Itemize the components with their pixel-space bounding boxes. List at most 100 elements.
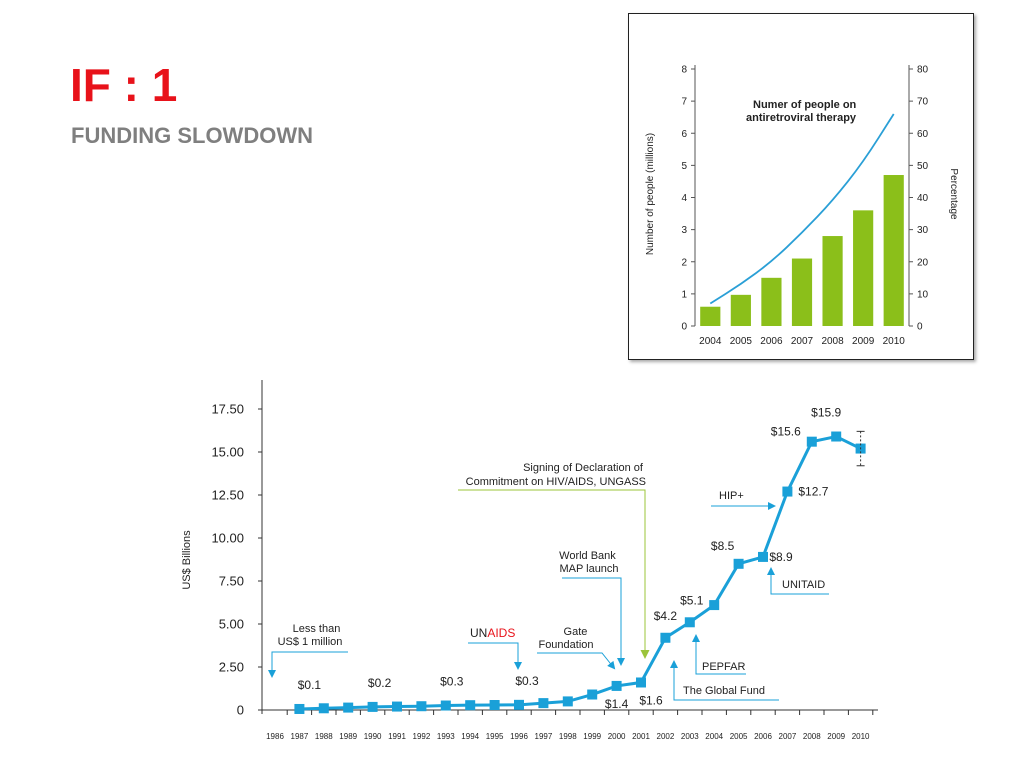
main-x-tick-label: 1992	[413, 732, 431, 741]
inset-bar	[822, 236, 843, 326]
annotation-arrow	[562, 577, 625, 666]
annotation-arrow	[268, 651, 348, 678]
annotation-less-than-line-1: Less than	[293, 623, 341, 635]
main-x-tick-label: 1986	[266, 732, 284, 741]
annotation-arrow	[468, 642, 522, 670]
inset-x-tick-label: 2010	[883, 336, 906, 347]
main-axes: 0 2.50 5.00 7.50 10.00 12.50 15.00 17.50 1986 198…	[211, 380, 878, 741]
main-y-tick-label: 7.50	[219, 574, 244, 589]
main-data-point	[538, 698, 549, 709]
main-data-point	[806, 436, 817, 447]
inset-line-legend-line-2: antiretroviral therapy	[746, 112, 857, 124]
main-data-point	[489, 700, 500, 711]
annotation-arrow	[692, 634, 746, 675]
main-data-point	[416, 701, 427, 712]
annotation-arrow	[670, 660, 779, 701]
inset-right-tick-label: 20	[917, 257, 929, 268]
main-data-point	[660, 632, 671, 643]
annotation-arrow	[767, 567, 829, 595]
main-annotation-arrows	[268, 489, 829, 701]
main-x-tick-label: 1997	[535, 732, 553, 741]
inset-x-tick-label: 2008	[821, 336, 844, 347]
main-x-tick-label: 1994	[461, 732, 479, 741]
inset-right-tick-label: 50	[917, 161, 929, 172]
main-y-axis-label: US$ Billions	[181, 530, 193, 590]
inset-bar	[791, 258, 813, 326]
inset-x-tick-label: 2009	[852, 336, 875, 347]
main-data-label: $1.4	[605, 697, 629, 711]
main-data-point	[855, 443, 866, 454]
main-x-tick-label: 1993	[437, 732, 455, 741]
inset-left-tick-label: 6	[681, 129, 687, 140]
main-x-tick-label: 2006	[754, 732, 772, 741]
inset-right-tick-label: 70	[917, 97, 929, 108]
main-x-tick-label: 2005	[730, 732, 748, 741]
main-data-label: $0.2	[368, 676, 392, 690]
annotation-global-fund: The Global Fund	[683, 685, 765, 697]
main-x-tick-label: 2002	[657, 732, 675, 741]
inset-right-tick-label: 60	[917, 129, 929, 140]
main-data-label: $15.6	[771, 425, 801, 439]
main-x-tick-label: 1991	[388, 732, 406, 741]
inset-line-group	[709, 113, 895, 305]
main-y-tick-label: 15.00	[211, 445, 244, 460]
annotation-unitaid: UNITAID	[782, 579, 825, 591]
slide-subtitle: FUNDING SLOWDOWN	[71, 123, 313, 148]
main-x-tick-label: 2004	[705, 732, 723, 741]
main-y-tick-label: 5.00	[219, 617, 244, 632]
main-x-tick-label: 2010	[852, 732, 870, 741]
inset-left-tick-label: 8	[681, 65, 687, 76]
main-x-tick-label: 1995	[486, 732, 504, 741]
inset-y-axis-label: Number of people (millions)	[645, 133, 656, 255]
main-data-point	[440, 700, 451, 711]
main-x-tick-label: 1999	[583, 732, 601, 741]
slide-title: IF : 1	[70, 59, 178, 111]
inset-left-tick-label: 0	[681, 322, 687, 333]
main-funding-line	[299, 434, 862, 711]
annotation-unaids: UNAIDS	[470, 626, 515, 640]
inset-therapy-line	[709, 113, 895, 305]
main-data-point	[465, 700, 476, 711]
annotation-unaids-aids: AIDS	[487, 626, 515, 640]
annotation-less-than: Less than US$ 1 million	[278, 623, 344, 648]
inset-x-tick-label: 2006	[760, 336, 783, 347]
main-data-point	[392, 701, 402, 712]
main-data-point	[709, 600, 720, 611]
main-data-point	[294, 703, 305, 714]
inset-bar	[883, 175, 904, 326]
annotation-gates-line-1: Gate	[564, 626, 588, 638]
inset-left-tick-label: 4	[681, 193, 687, 204]
main-line-group	[294, 430, 866, 714]
main-data-point	[831, 431, 842, 442]
annotation-world-bank-line-1: World Bank	[559, 550, 616, 562]
inset-right-axis-label: Percentage	[948, 168, 959, 220]
main-data-point	[514, 699, 524, 710]
main-y-tick-label: 17.50	[211, 402, 244, 417]
main-data-point	[343, 702, 354, 713]
main-x-tick-label: 1990	[364, 732, 382, 741]
main-data-point	[611, 680, 622, 691]
annotation-ungass-line-2: Commitment on HIV/AIDS, UNGASS	[466, 476, 646, 488]
main-x-tick-label: 2001	[632, 732, 650, 741]
inset-bar	[853, 210, 874, 326]
inset-bar	[761, 277, 782, 326]
annotation-less-than-line-2: US$ 1 million	[278, 636, 343, 648]
inset-left-tick-label: 2	[681, 257, 687, 268]
main-y-tick-label: 2.50	[219, 660, 244, 675]
main-x-tick-label: 1998	[559, 732, 577, 741]
main-x-tick-label: 2003	[681, 732, 699, 741]
inset-chart-frame: 0 1 2 3 4 5 6 7 8 0 10 20 30 40 50 60 70 80 2004 2005 2006 2…	[628, 13, 974, 360]
inset-x-tick-label: 2004	[699, 336, 722, 347]
main-data-point	[318, 703, 329, 714]
annotation-world-bank-line-2: MAP launch	[559, 563, 618, 575]
main-x-tick-label: 1987	[291, 732, 309, 741]
inset-bar	[730, 294, 751, 326]
main-x-tick-label: 1989	[339, 732, 357, 741]
inset-left-tick-label: 1	[681, 289, 687, 300]
main-y-tick-label: 12.50	[211, 488, 244, 503]
annotation-ungass-line-1: Signing of Declaration of	[523, 462, 644, 474]
main-data-point	[782, 486, 793, 497]
main-y-tick-label: 10.00	[211, 531, 244, 546]
